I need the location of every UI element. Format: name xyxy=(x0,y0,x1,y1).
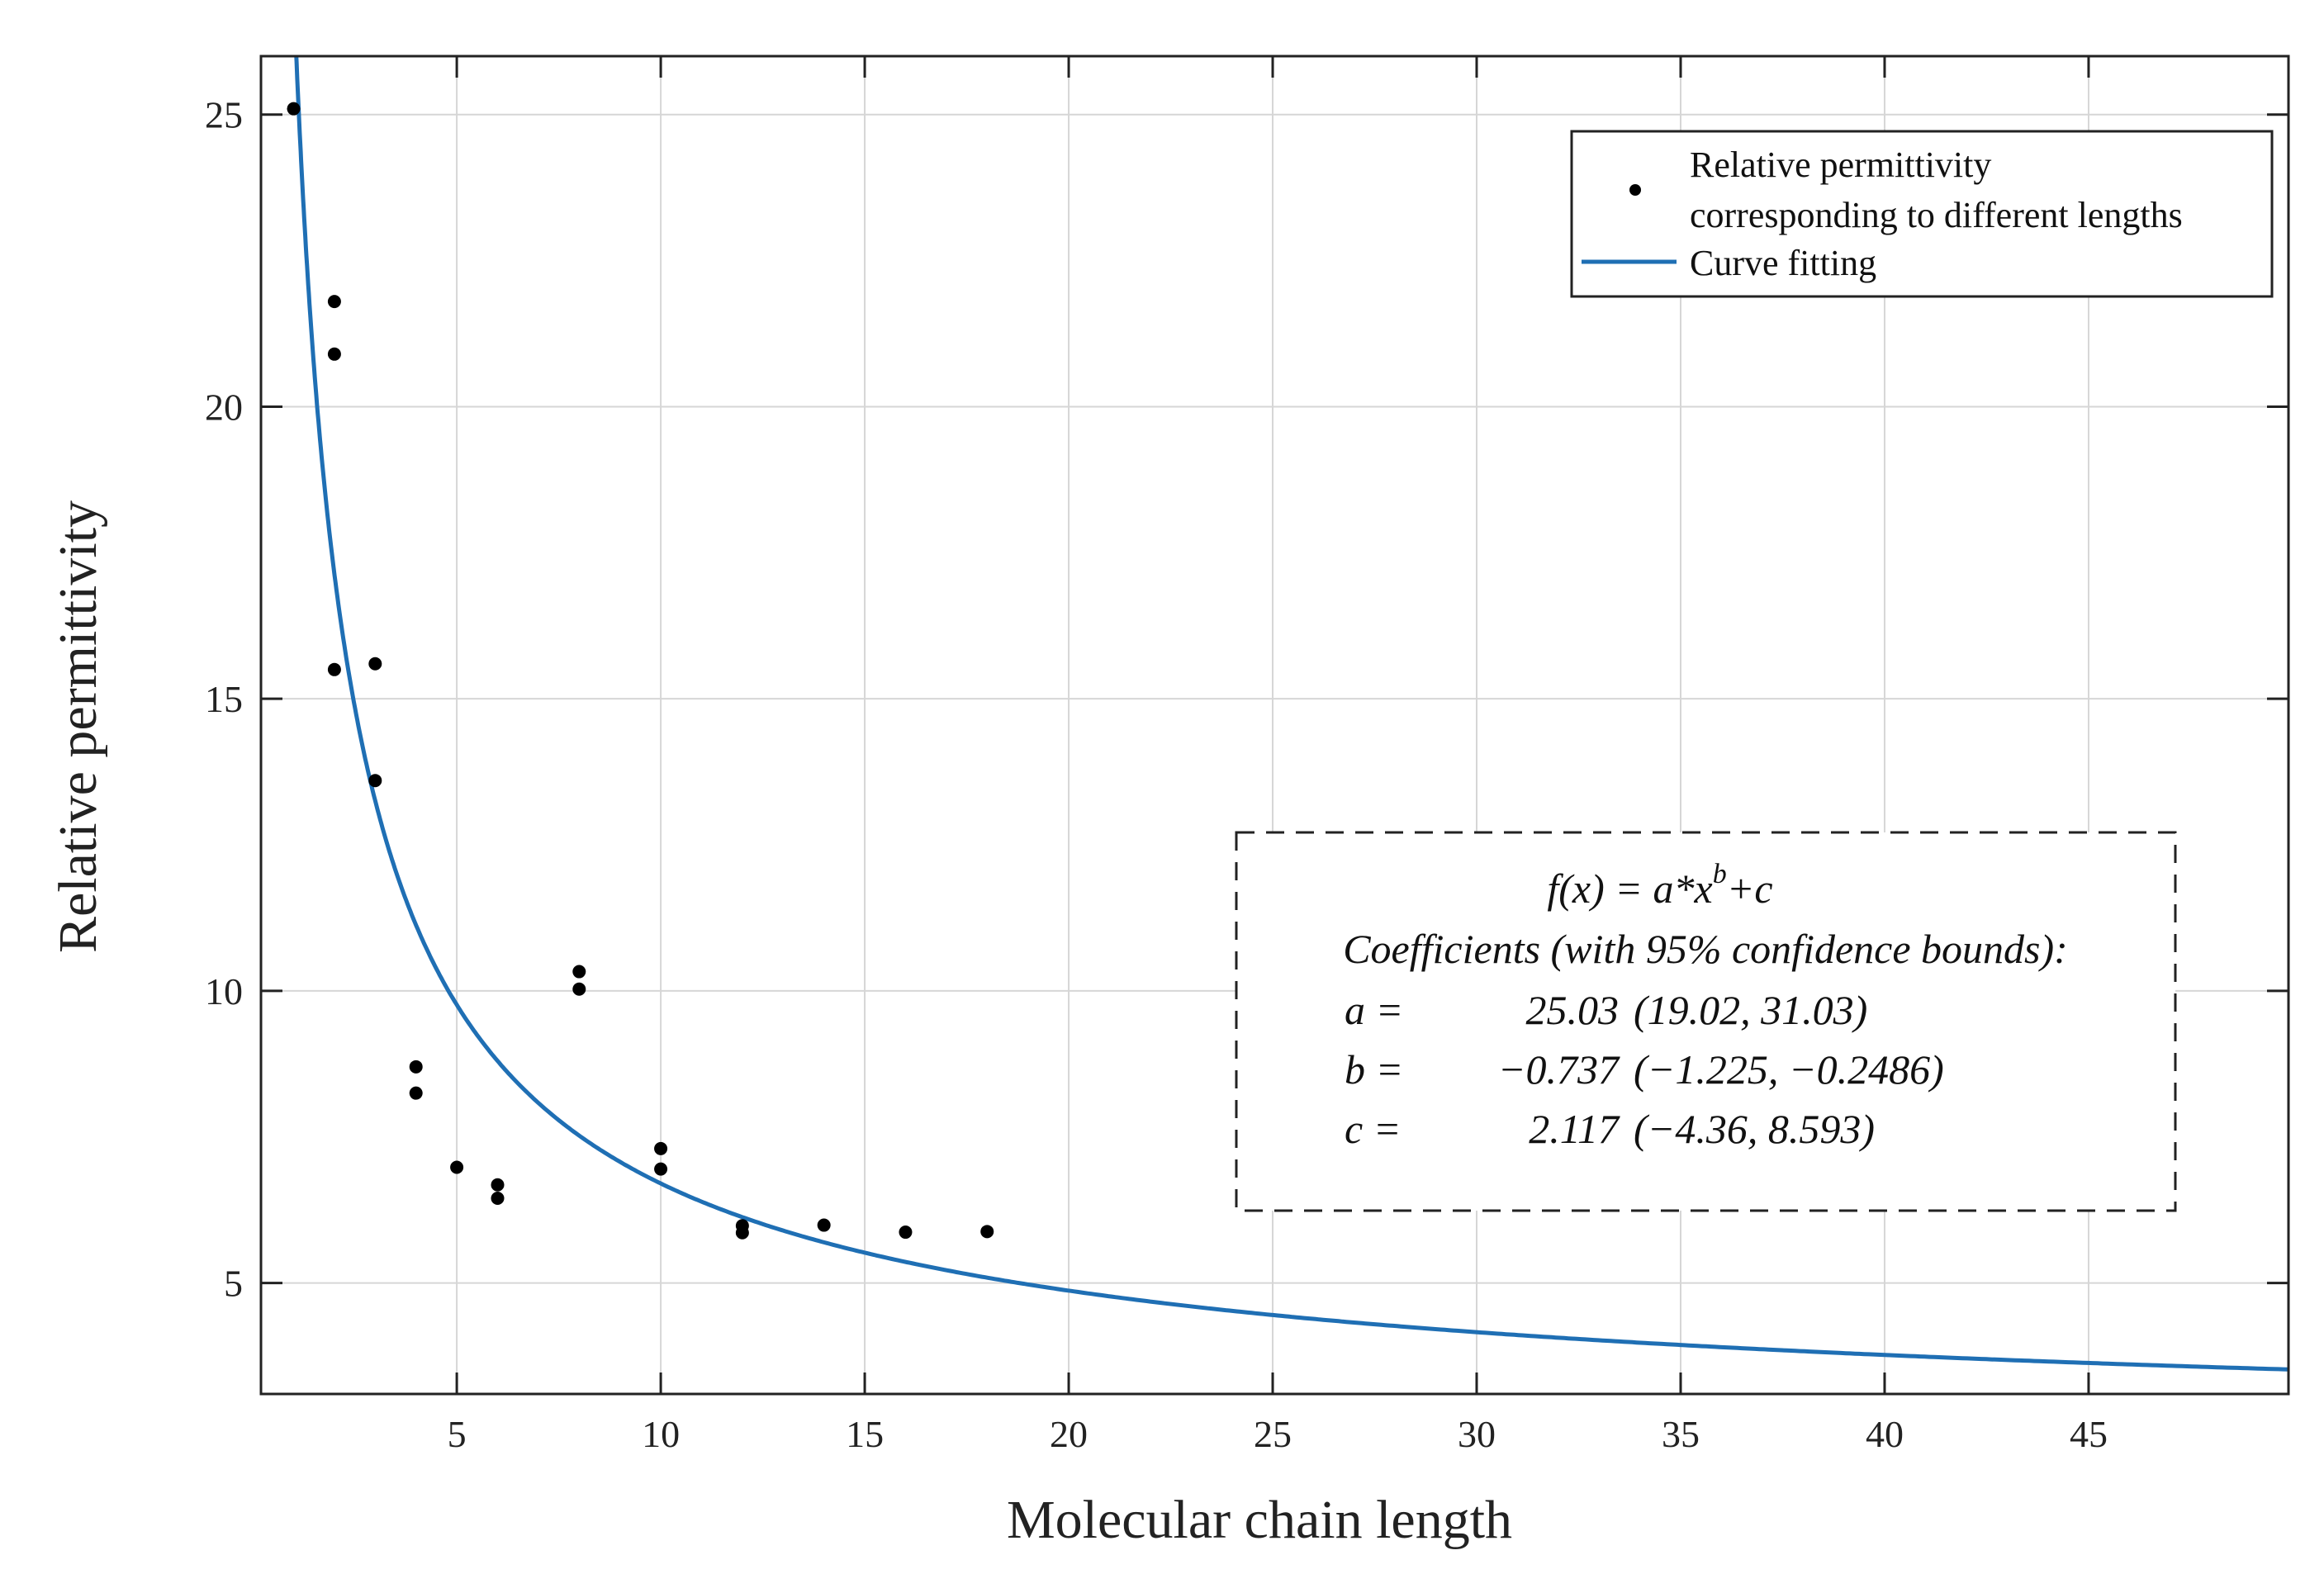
coef-b-bounds: (−1.225, −0.2486) xyxy=(1634,1046,1944,1093)
data-point-10 xyxy=(491,1192,505,1206)
legend: Relative permittivity corresponding to d… xyxy=(1570,130,2274,298)
coef-a-name: a = xyxy=(1345,987,1403,1033)
data-point-3 xyxy=(327,662,341,676)
x-tick-label-30: 30 xyxy=(1458,1413,1496,1455)
data-point-16 xyxy=(735,1226,749,1240)
data-point-13 xyxy=(654,1141,668,1155)
x-tick-labels: 5 10 15 20 25 30 35 40 45 xyxy=(448,1413,2108,1455)
data-point-6 xyxy=(409,1060,423,1074)
coef-a-bounds: (19.02, 31.03) xyxy=(1634,987,1867,1033)
data-point-4 xyxy=(368,657,382,671)
plot-frame xyxy=(259,55,2290,1396)
y-tick-label-25: 25 xyxy=(205,94,243,136)
legend-entry-curve: Curve fitting xyxy=(1690,243,1876,283)
annotation-box xyxy=(1235,831,2177,1212)
x-tick-label-5: 5 xyxy=(448,1413,467,1455)
coef-b-value: −0.737 xyxy=(1498,1046,1620,1093)
data-point-17 xyxy=(817,1218,831,1232)
x-tick-label-10: 10 xyxy=(642,1413,680,1455)
legend-entry-points-line1: Relative permittivity xyxy=(1690,145,1991,185)
x-axis-title: Molecular chain length xyxy=(1007,1490,1512,1550)
x-tick-label-45: 45 xyxy=(2070,1413,2108,1455)
y-axis-title: Relative permittivity xyxy=(48,500,108,953)
fit-annotation: f(x) = a*xb+c Coefficients (with 95% con… xyxy=(1235,831,2177,1212)
y-tick-label-20: 20 xyxy=(205,386,243,428)
x-tick-label-25: 25 xyxy=(1254,1413,1292,1455)
y-tick-label-10: 10 xyxy=(205,970,243,1012)
data-point-11 xyxy=(572,965,586,979)
data-point-2 xyxy=(327,347,341,361)
legend-entry-points-line2: corresponding to different lengths xyxy=(1690,195,2183,235)
legend-marker-dot xyxy=(1629,184,1641,196)
x-tick-label-35: 35 xyxy=(1662,1413,1700,1455)
data-point-9 xyxy=(491,1178,505,1192)
y-tick-labels: 5 10 15 20 25 xyxy=(205,94,243,1305)
x-tick-label-20: 20 xyxy=(1050,1413,1088,1455)
coef-c-value: 2.117 xyxy=(1529,1106,1620,1152)
annotation-header: Coefficients (with 95% confidence bounds… xyxy=(1343,926,2068,972)
coef-c-name: c = xyxy=(1345,1106,1401,1152)
scatter-points xyxy=(287,102,994,1240)
x-tick-label-15: 15 xyxy=(846,1413,884,1455)
data-point-0 xyxy=(287,102,301,116)
annotation-formula: f(x) = a*xb+c xyxy=(1547,859,1772,912)
data-point-14 xyxy=(654,1162,668,1176)
coef-b-name: b = xyxy=(1345,1046,1403,1093)
data-point-18 xyxy=(899,1226,913,1240)
formula-tail: +c xyxy=(1727,865,1773,912)
y-tick-label-5: 5 xyxy=(224,1263,243,1305)
formula-main: f(x) = a*x xyxy=(1547,865,1712,912)
legend-box xyxy=(1570,130,2274,298)
coef-c-bounds: (−4.36, 8.593) xyxy=(1634,1106,1875,1152)
data-point-8 xyxy=(450,1160,464,1174)
x-tick-label-40: 40 xyxy=(1866,1413,1904,1455)
data-point-12 xyxy=(572,982,586,996)
data-point-19 xyxy=(980,1225,994,1239)
data-point-1 xyxy=(327,295,341,309)
coef-a-value: 25.03 xyxy=(1526,987,1620,1033)
y-tick-label-15: 15 xyxy=(205,678,243,720)
axis-ticks xyxy=(261,56,2288,1394)
data-point-7 xyxy=(409,1086,423,1100)
formula-exponent: b xyxy=(1713,859,1727,889)
data-point-5 xyxy=(368,774,382,788)
